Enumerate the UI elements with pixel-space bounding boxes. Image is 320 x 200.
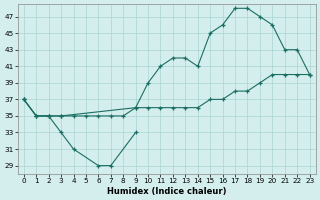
X-axis label: Humidex (Indice chaleur): Humidex (Indice chaleur) <box>107 187 227 196</box>
